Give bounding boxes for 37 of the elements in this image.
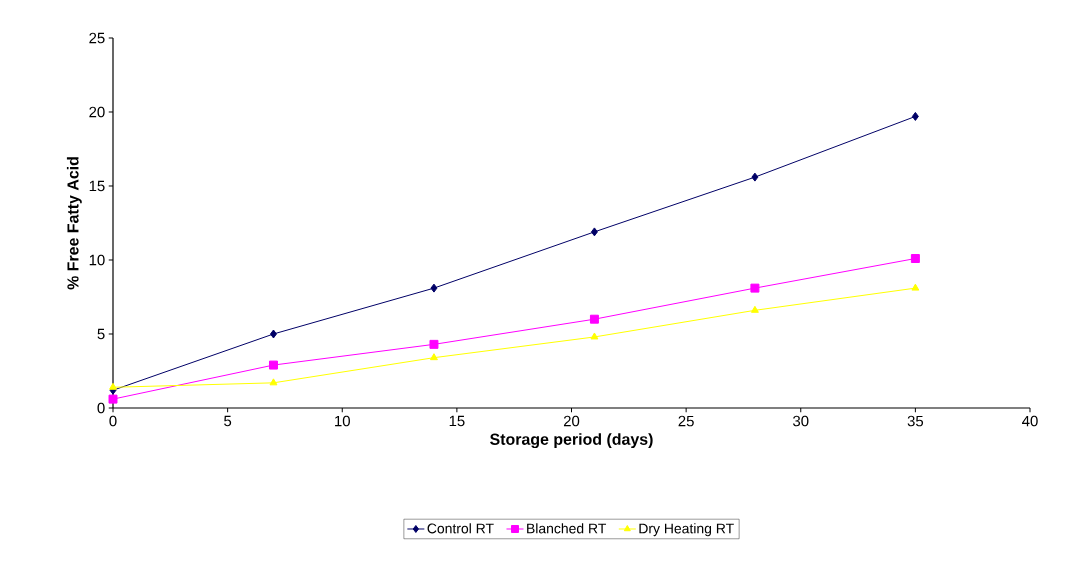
point: [269, 329, 277, 339]
point: [590, 332, 599, 340]
y-tick-label: 0: [97, 402, 105, 414]
x-tick-label: 0: [109, 415, 117, 427]
legend-label: Blanched RT: [527, 523, 607, 534]
point: [911, 111, 919, 121]
point: [268, 360, 278, 370]
point: [430, 283, 438, 293]
point: [911, 283, 920, 291]
y-tick-label: 5: [97, 328, 105, 340]
point: [751, 172, 759, 182]
y-tick-label: 10: [89, 254, 105, 266]
x-tick-label: 5: [224, 415, 232, 427]
x-tick-label: 35: [907, 415, 924, 427]
y-tick-label: 20: [89, 106, 105, 118]
y-tick-label: 25: [89, 32, 105, 44]
point: [109, 382, 117, 390]
point: [910, 254, 920, 263]
x-tick-label: 10: [335, 415, 350, 427]
x-tick-label: 30: [793, 415, 809, 427]
x-axis-title: Storage period (days): [490, 433, 653, 449]
point: [269, 378, 278, 386]
x-tick-label: 40: [1022, 415, 1038, 427]
x-tick-label: 15: [449, 415, 465, 427]
point: [108, 394, 118, 404]
point: [750, 283, 760, 293]
x-tick-label: 20: [563, 415, 580, 427]
point: [589, 314, 599, 324]
legend-label: Dry Heating RT: [639, 523, 734, 537]
point: [430, 353, 438, 361]
point: [429, 339, 439, 349]
y-tick-label: 15: [89, 180, 105, 192]
legend-label: Control RT: [427, 523, 494, 534]
point: [590, 227, 598, 237]
x-tick-label: 25: [678, 415, 694, 427]
y-axis-title: % Free Fatty Acid: [66, 157, 82, 290]
point: [750, 305, 759, 313]
